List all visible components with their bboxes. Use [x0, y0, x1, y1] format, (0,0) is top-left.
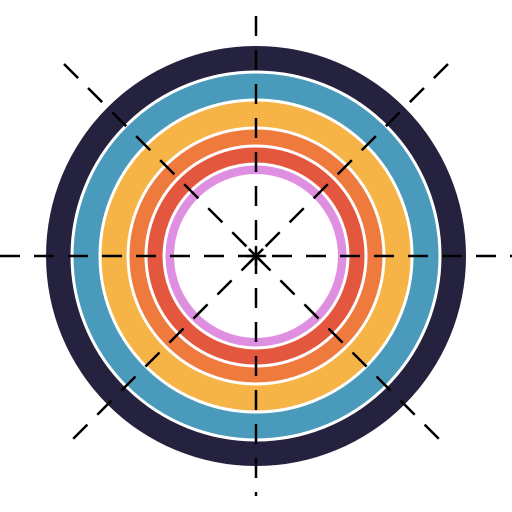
asterisk-stroke: [248, 248, 264, 264]
center-asterisk-icon: [245, 245, 267, 267]
diagonal-crosshair-line-2: [63, 63, 449, 449]
diagonal-crosshair-line-1: [63, 63, 449, 449]
